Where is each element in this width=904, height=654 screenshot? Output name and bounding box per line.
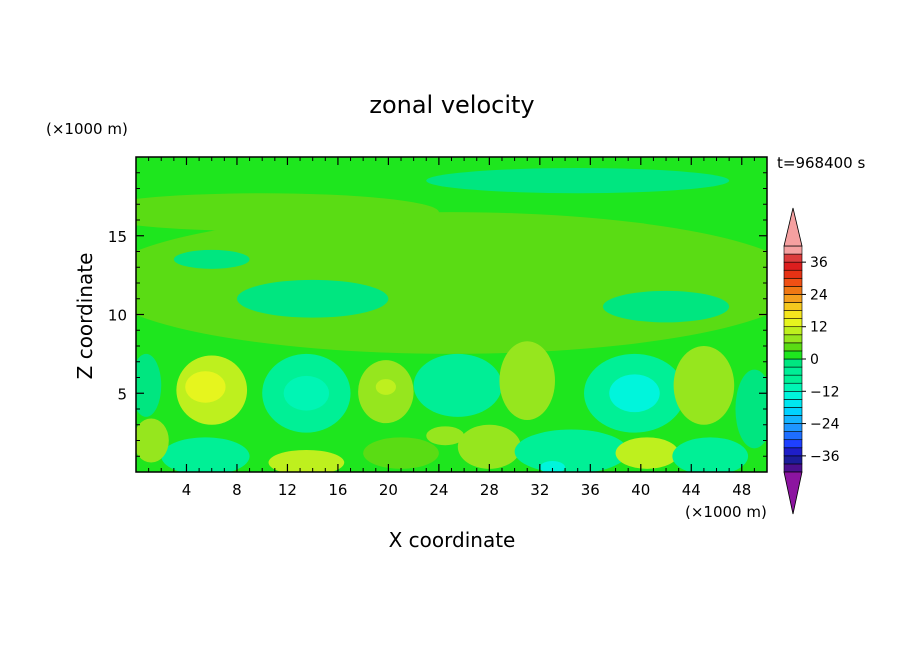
- colorbar-segment: [783, 350, 803, 360]
- colorbar-tick-label: −12: [810, 384, 840, 400]
- y-tick-label: 10: [108, 307, 127, 325]
- colorbar-segment: [783, 269, 803, 279]
- velocity-region-9: [283, 375, 330, 411]
- colorbar-tick-label: 12: [810, 320, 828, 336]
- velocity-region-5: [602, 290, 730, 323]
- velocity-region-23: [539, 460, 566, 472]
- colorbar-segment: [783, 326, 803, 336]
- velocity-region-12: [413, 353, 502, 417]
- x-tick-label: 16: [328, 481, 347, 499]
- y-axis: 5 10 15: [108, 172, 767, 457]
- velocity-region-21: [457, 424, 521, 469]
- colorbar-segment: [783, 382, 803, 392]
- colorbar-segment: [783, 277, 803, 287]
- colorbar-segment: [783, 245, 803, 255]
- velocity-region-24: [615, 437, 679, 469]
- colorbar-segment: [783, 374, 803, 384]
- velocity-region-2: [426, 168, 730, 194]
- x-tick-label: 8: [232, 481, 242, 499]
- colorbar-segment: [783, 253, 803, 263]
- x-tick-label: 44: [682, 481, 701, 499]
- colorbar-segment: [783, 415, 803, 424]
- colorbar-segment: [783, 358, 803, 368]
- velocity-region-7: [185, 371, 226, 403]
- x-tick-label: 48: [732, 481, 751, 499]
- velocity-region-1: [136, 193, 439, 232]
- colorbar-segment: [783, 407, 803, 416]
- colorbar-tick-label: 24: [810, 287, 828, 303]
- x-tick-label: 40: [631, 481, 650, 499]
- velocity-region-17: [161, 437, 250, 472]
- y-tick-label: 5: [117, 385, 127, 403]
- x-axis: 4 8 12 16 20 24 28 32 36 40 44 48: [148, 157, 755, 499]
- colorbar-segment: [783, 261, 803, 271]
- colorbar-segment: [783, 334, 803, 344]
- colorbar-segment: [783, 431, 803, 441]
- colorbar-segment: [783, 447, 803, 457]
- velocity-region-16: [673, 346, 735, 425]
- velocity-field: [136, 157, 767, 472]
- colorbar-segment: [783, 302, 803, 311]
- velocity-region-22: [514, 429, 629, 472]
- chart-title: zonal velocity: [369, 91, 534, 119]
- y-tick-label: 15: [108, 228, 127, 246]
- colorbar-segment: [783, 463, 803, 473]
- velocity-region-25: [672, 437, 749, 472]
- colorbar-segment: [783, 366, 803, 376]
- velocity-region-26: [136, 418, 169, 463]
- x-tick-label: 20: [379, 481, 398, 499]
- velocity-region-13: [499, 341, 555, 421]
- x-tick-label: 24: [429, 481, 448, 499]
- colorbar-segment: [783, 310, 803, 319]
- x-tick-label: 32: [530, 481, 549, 499]
- y-axis-label: Z coordinate: [73, 253, 97, 380]
- colorbar-over-arrow: [783, 207, 803, 247]
- colorbar-segment: [783, 286, 803, 295]
- colorbar-tick-label: 36: [810, 255, 828, 271]
- x-tick-label: 12: [278, 481, 297, 499]
- x-axis-label: X coordinate: [389, 528, 516, 552]
- velocity-region-20: [426, 426, 465, 446]
- colorbar-segment: [783, 318, 803, 328]
- velocity-region-27: [136, 353, 162, 417]
- velocity-region-3: [236, 279, 389, 318]
- velocity-region-4: [173, 249, 250, 269]
- x-tick-label: 36: [581, 481, 600, 499]
- colorbar-tick-label: −24: [810, 417, 840, 433]
- colorbar-segment: [783, 342, 803, 352]
- colorbar: 36 24 12 0 −12 −24 −36: [783, 207, 840, 515]
- velocity-region-11: [375, 379, 396, 395]
- colorbar-segment: [783, 423, 803, 432]
- colorbar-under-arrow: [783, 471, 803, 515]
- colorbar-tick-label: 0: [810, 352, 819, 368]
- colorbar-segment: [783, 455, 803, 465]
- colorbar-tick-label: −36: [810, 449, 840, 465]
- x-tick-label: 28: [480, 481, 499, 499]
- colorbar-segment: [783, 439, 803, 449]
- colorbar-segment: [783, 294, 803, 303]
- y-units-label: (×1000 m): [46, 120, 128, 138]
- velocity-region-0: [136, 212, 767, 354]
- velocity-region-19: [363, 437, 439, 469]
- colorbar-segment: [783, 399, 803, 408]
- x-tick-label: 4: [182, 481, 192, 499]
- velocity-region-15: [609, 374, 660, 413]
- time-label: t=968400 s: [777, 154, 865, 172]
- x-units-label: (×1000 m): [685, 503, 767, 521]
- velocity-region-28: [735, 369, 767, 449]
- colorbar-segment: [783, 390, 803, 400]
